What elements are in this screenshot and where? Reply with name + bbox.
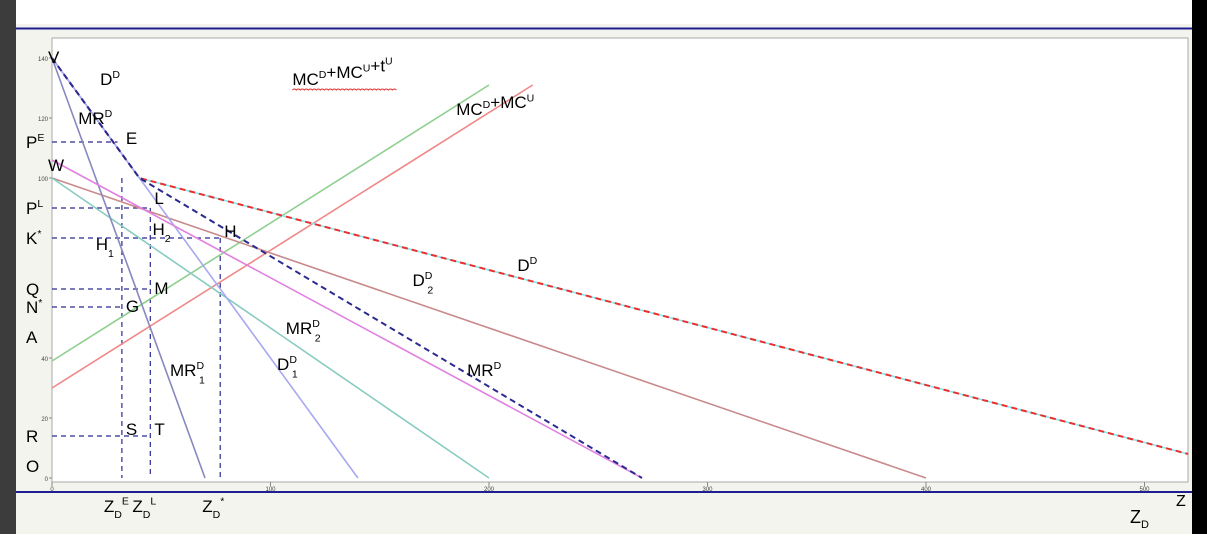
spellcheck-underline	[291, 88, 397, 91]
point-label-s: S	[126, 420, 137, 439]
curve-label-h1-4: H1	[96, 235, 114, 260]
left-border	[0, 0, 16, 534]
series-line-mr-d-1-7	[51, 57, 206, 479]
series-line-mc-d-mc-u-1	[51, 84, 534, 389]
point-label-g: G	[126, 297, 139, 316]
curve-label-mcd-2: MCD+MCU+tU	[292, 56, 392, 89]
axis-letter-pl: PL	[26, 198, 43, 218]
axis-letter-pe: PE	[26, 132, 44, 152]
x-marker-zde: ZDE	[104, 495, 129, 521]
y-tick-label-0: 0	[45, 477, 49, 483]
x-axis-label: ZD	[1130, 507, 1149, 531]
x-tick-label-400: 400	[921, 487, 932, 493]
point-label-h: H	[224, 222, 236, 241]
series-line-mr-d-8	[51, 159, 643, 479]
chart-labels: V W E L H MG S T PE PL K* QN* A RO ZDE ZDL ZD* DD MRD MCD+M…	[26, 48, 538, 521]
x-axis-edge-label: Z	[1176, 493, 1186, 510]
y-tick-label-40: 40	[41, 357, 48, 363]
series-line-mc-d-mc-u-t-u-0	[51, 84, 490, 362]
y-tick-label-100: 100	[38, 177, 49, 183]
x-tick-label-0: 0	[50, 487, 54, 493]
x-tick-label-200: 200	[484, 487, 495, 493]
curve-label-dd1-10: DD 1	[277, 354, 298, 380]
point-label-v: V	[48, 48, 60, 67]
curve-label-mrd1-9: MRD 1	[170, 360, 205, 386]
series-line-mr-d-2-5	[51, 177, 490, 479]
right-border	[1192, 0, 1207, 534]
x-marker-zdl: ZDL	[132, 495, 156, 521]
point-label-l: L	[154, 189, 163, 208]
axis-letter-a: A	[26, 328, 38, 347]
plot-area	[51, 37, 1189, 483]
x-tick-label-300: 300	[702, 487, 713, 493]
point-label-e: E	[126, 129, 137, 148]
y-tick-label-140: 140	[38, 57, 49, 63]
series-line-d-d-2-4	[51, 177, 927, 479]
curve-label-mrd-1: MRD	[78, 108, 112, 128]
curve-label-dd-0: DD	[100, 69, 120, 89]
x-marker-zd: ZD*	[202, 495, 224, 521]
curve-label-mcd-3: MCD+MCU	[456, 92, 534, 119]
point-label-t: T	[154, 420, 164, 439]
axis-letter-o: O	[26, 457, 39, 476]
y-tick-label-120: 120	[38, 117, 49, 123]
axis-letter-n: N*	[26, 297, 42, 317]
x-tick-label-500: 500	[1139, 487, 1150, 493]
point-label-w: W	[48, 156, 64, 175]
axis-letter-r: R	[26, 427, 38, 446]
y-tick-label-20: 20	[41, 417, 48, 423]
point-label-m: M	[154, 279, 168, 298]
curve-label-dd-6: DD	[517, 255, 537, 275]
curve-label-dd2-7: DD 2	[413, 270, 434, 296]
series-line-d-d-1-6	[51, 57, 359, 479]
series-line-d-d-3	[51, 57, 1189, 455]
curve-label-mrd-11: MRD	[467, 360, 501, 380]
x-tick-label-100: 100	[265, 487, 276, 493]
curve-label-mrd2-8: MRD 2	[286, 318, 321, 344]
axis-letter-k: K*	[26, 228, 41, 248]
series-lines	[51, 57, 1189, 479]
guide-lines	[52, 141, 221, 478]
axis-letter-q: Q	[26, 280, 39, 299]
curve-label-h2-5: H2	[153, 220, 171, 245]
